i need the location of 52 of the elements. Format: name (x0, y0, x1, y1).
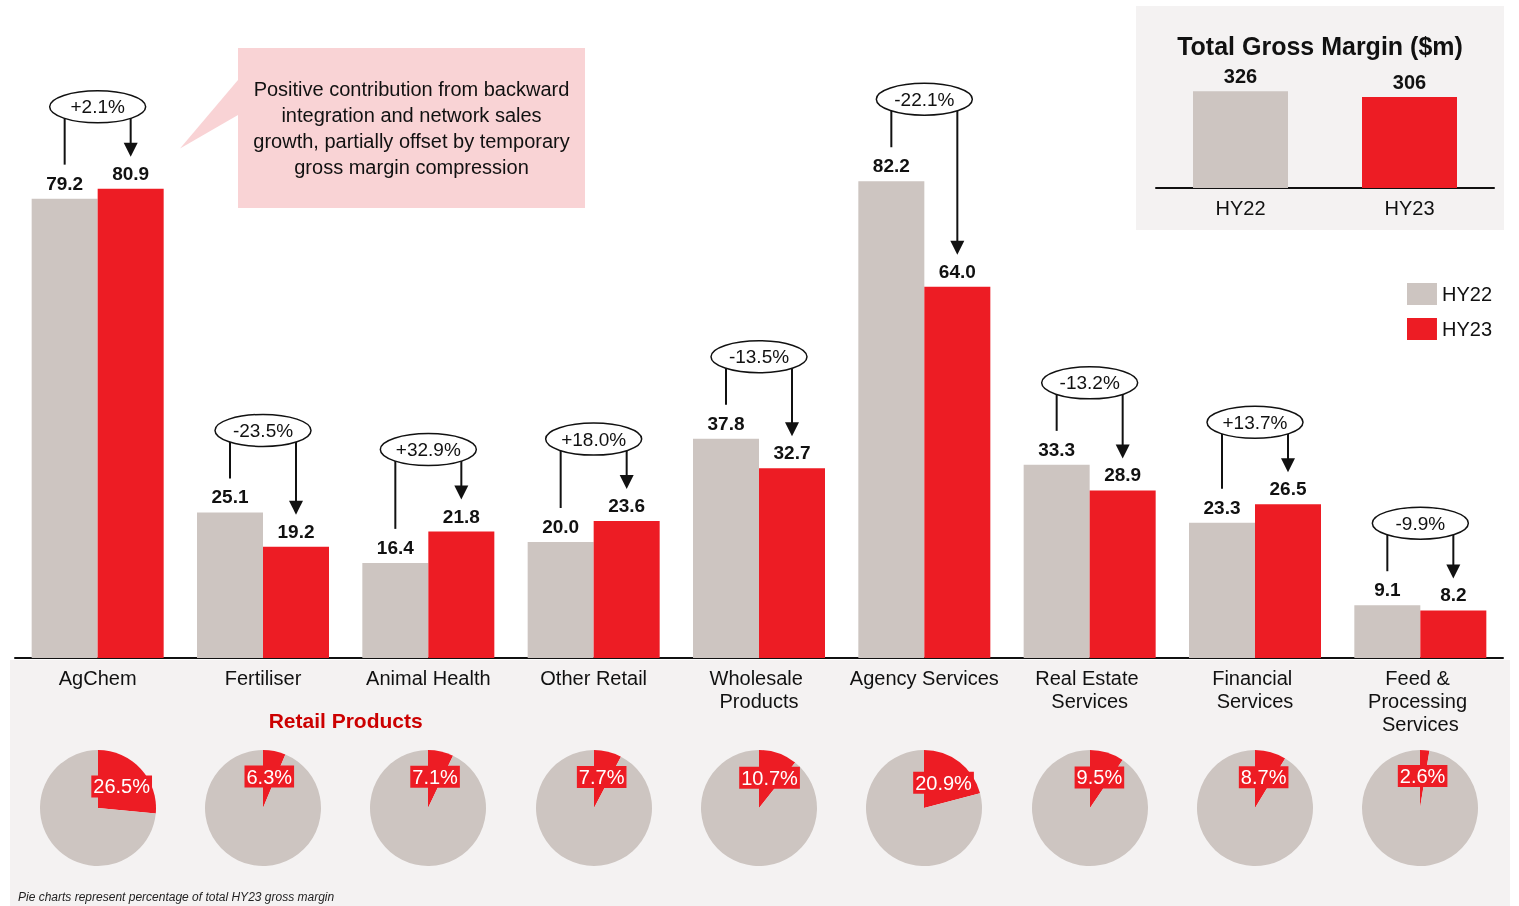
annotation: -13.2% (1059, 372, 1120, 394)
legend-label: HY23 (1441, 318, 1492, 340)
data-label: 64.0 (938, 260, 976, 282)
data-label: 306 (1392, 71, 1427, 94)
data-label: 26.5% (92, 775, 150, 798)
annotation: -23.5% (232, 419, 294, 441)
x-tick-label: Animal Health (366, 666, 491, 689)
data-label: 19.2 (277, 520, 315, 542)
text: Pie charts represent percentage of total HY23 gross margin (18, 890, 335, 904)
data-label: 82.2 (872, 155, 910, 177)
text: +2.1% (70, 96, 125, 118)
text: -22.1% (894, 88, 955, 110)
annotation: +32.9% (395, 439, 461, 461)
annotation: +13.7% (1222, 411, 1288, 433)
x-tick-label: AgChem (58, 666, 137, 689)
data-label: 33.3 (1038, 438, 1076, 460)
data-label: 21.8 (442, 505, 480, 527)
data-label: 23.3 (1203, 496, 1241, 518)
data-label: 28.9 (1104, 464, 1142, 486)
data-label: 8.7% (1240, 766, 1287, 789)
data-label: 32.7 (773, 442, 811, 464)
data-label: 80.9 (112, 162, 150, 184)
x-tick-label: Fertiliser (224, 666, 302, 689)
annotation: +18.0% (561, 428, 627, 450)
x-tick-label: Real Estate Services (1035, 666, 1145, 712)
x-tick-label: Agency Services (849, 666, 999, 689)
x-tick-label: Financial Services (1212, 666, 1298, 712)
data-label: 20.9% (915, 771, 973, 794)
x-tick-label: Other Retail (540, 666, 648, 689)
data-label: 8.2 (1440, 584, 1467, 606)
data-label: 10.7% (741, 766, 799, 789)
data-label: 2.6% (1400, 765, 1446, 788)
text: Retail Products (268, 708, 423, 732)
annotation: -9.9% (1395, 512, 1446, 534)
data-label: 20.0 (542, 516, 580, 537)
data-label: 7.1% (412, 765, 459, 788)
data-label: 37.8 (707, 412, 745, 434)
x-tick-label: Wholesale Products (709, 666, 809, 712)
x-tick-label: Feed & Processing Services (1368, 666, 1473, 735)
data-label: 6.3% (246, 765, 293, 788)
chart-title: Total Gross Margin ($m) (1177, 31, 1463, 60)
legend-label: HY22 (1441, 283, 1492, 305)
data-label: 9.1 (1374, 579, 1401, 601)
annotation: -13.5% (728, 346, 790, 368)
data-label: 7.7% (578, 765, 625, 788)
data-label: 23.6 (608, 495, 646, 517)
data-label: 25.1 (211, 486, 249, 508)
data-label: 16.4 (376, 536, 415, 558)
data-label: 79.2 (46, 172, 84, 194)
data-label: 26.5 (1269, 478, 1307, 500)
data-label: 9.5% (1076, 766, 1123, 789)
data-label: 326 (1223, 65, 1258, 88)
